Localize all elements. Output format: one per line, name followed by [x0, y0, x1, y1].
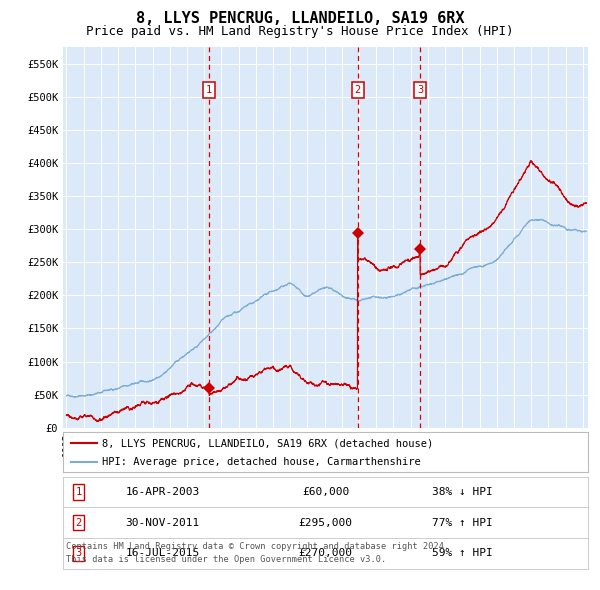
Text: £295,000: £295,000	[299, 518, 353, 527]
Text: 30-NOV-2011: 30-NOV-2011	[125, 518, 200, 527]
Text: Price paid vs. HM Land Registry's House Price Index (HPI): Price paid vs. HM Land Registry's House …	[86, 25, 514, 38]
Text: 1: 1	[206, 85, 212, 95]
Text: Contains HM Land Registry data © Crown copyright and database right 2024.: Contains HM Land Registry data © Crown c…	[66, 542, 449, 551]
Text: 8, LLYS PENCRUG, LLANDEILO, SA19 6RX: 8, LLYS PENCRUG, LLANDEILO, SA19 6RX	[136, 11, 464, 25]
Text: 2: 2	[355, 85, 361, 95]
Text: £60,000: £60,000	[302, 487, 349, 497]
Text: 16-APR-2003: 16-APR-2003	[125, 487, 200, 497]
Text: 16-JUL-2015: 16-JUL-2015	[125, 549, 200, 558]
Text: 8, LLYS PENCRUG, LLANDEILO, SA19 6RX (detached house): 8, LLYS PENCRUG, LLANDEILO, SA19 6RX (de…	[103, 438, 434, 448]
Text: 77% ↑ HPI: 77% ↑ HPI	[431, 518, 493, 527]
Text: 3: 3	[76, 549, 82, 558]
Text: 2: 2	[76, 518, 82, 527]
Text: This data is licensed under the Open Government Licence v3.0.: This data is licensed under the Open Gov…	[66, 555, 386, 564]
Text: 38% ↓ HPI: 38% ↓ HPI	[431, 487, 493, 497]
Text: 59% ↑ HPI: 59% ↑ HPI	[431, 549, 493, 558]
Text: 1: 1	[76, 487, 82, 497]
Text: 3: 3	[417, 85, 423, 95]
Text: £270,000: £270,000	[299, 549, 353, 558]
Text: HPI: Average price, detached house, Carmarthenshire: HPI: Average price, detached house, Carm…	[103, 457, 421, 467]
